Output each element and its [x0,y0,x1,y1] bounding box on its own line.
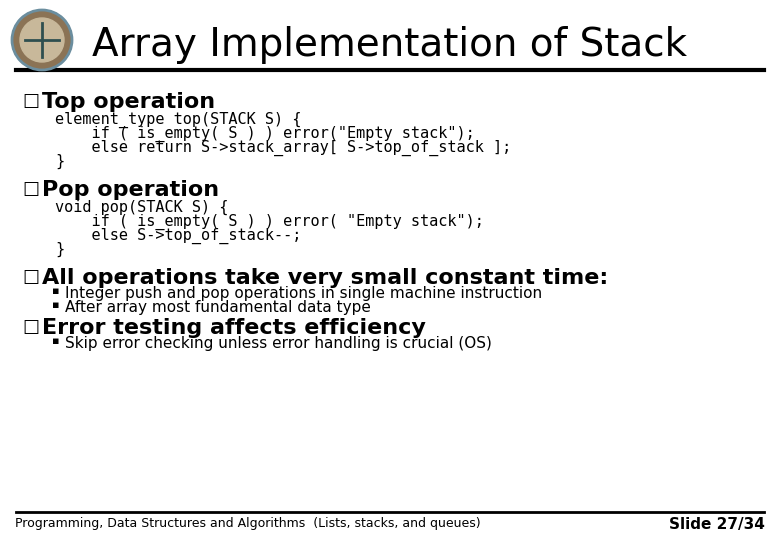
Text: After array most fundamental data type: After array most fundamental data type [65,300,370,315]
Text: if ( is_empty( S ) ) error("Empty stack");: if ( is_empty( S ) ) error("Empty stack"… [55,126,475,142]
Text: Slide 27/34: Slide 27/34 [669,516,765,531]
Text: Skip error checking unless error handling is crucial (OS): Skip error checking unless error handlin… [65,336,492,351]
Text: else return S->stack_array[ S->top_of_stack ];: else return S->stack_array[ S->top_of_st… [55,140,511,156]
Circle shape [12,10,72,70]
Text: void pop(STACK S) {: void pop(STACK S) { [55,200,229,215]
Text: ▪: ▪ [52,286,59,296]
Text: else S->top_of_stack--;: else S->top_of_stack--; [55,228,301,244]
Text: Pop operation: Pop operation [42,180,219,200]
Text: □: □ [22,318,39,336]
Text: Top operation: Top operation [42,92,215,112]
Text: Array Implementation of Stack: Array Implementation of Stack [93,26,687,64]
Text: if ( is_empty( S ) ) error( "Empty stack");: if ( is_empty( S ) ) error( "Empty stack… [55,214,484,230]
Text: ▪: ▪ [52,336,59,346]
Text: element_type top(STACK S) {: element_type top(STACK S) { [55,112,301,128]
Text: All operations take very small constant time:: All operations take very small constant … [42,268,608,288]
Text: Integer push and pop operations in single machine instruction: Integer push and pop operations in singl… [65,286,542,301]
Text: }: } [55,242,64,257]
Circle shape [20,18,64,62]
Text: Error testing affects efficiency: Error testing affects efficiency [42,318,426,338]
Text: }: } [55,154,64,169]
Text: Programming, Data Structures and Algorithms  (Lists, stacks, and queues): Programming, Data Structures and Algorit… [15,517,480,530]
Text: □: □ [22,180,39,198]
Text: □: □ [22,92,39,110]
Text: ▪: ▪ [52,300,59,310]
Text: □: □ [22,268,39,286]
